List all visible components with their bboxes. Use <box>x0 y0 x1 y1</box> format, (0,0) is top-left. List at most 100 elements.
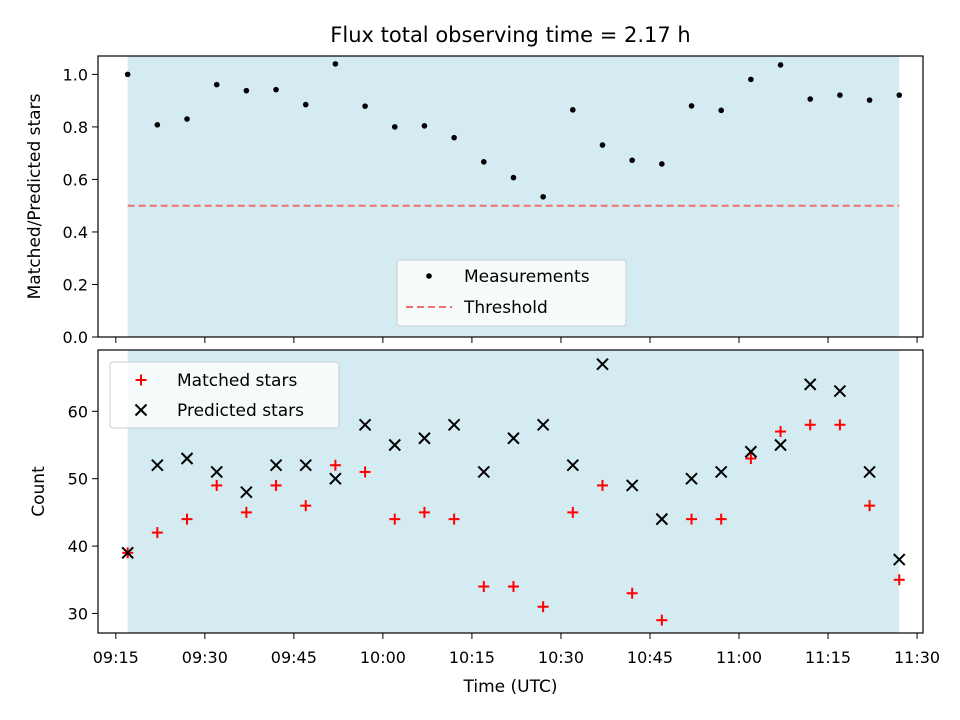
predicted-star-point <box>714 465 728 479</box>
matched-star-point <box>211 479 223 491</box>
matched-star-point <box>745 452 757 464</box>
count-points <box>121 357 906 626</box>
count-panel: 30 40 50 60 09:15 09:30 09:45 10:00 10:15 10:30 1… <box>29 349 940 697</box>
matched-legend-plus <box>135 374 147 386</box>
matched-star-point <box>804 419 816 431</box>
count-legend-box <box>109 361 340 429</box>
count-y-tick-label: 30 <box>68 604 88 623</box>
ratio-y-tick-label: 0.4 <box>63 223 88 242</box>
predicted-star-point <box>596 357 609 371</box>
predicted-star-point <box>447 418 461 431</box>
time-x-tick-label: 10:15 <box>449 648 495 667</box>
measurement-point <box>837 92 843 98</box>
measurement-point <box>540 193 546 200</box>
measurement-point <box>659 161 665 167</box>
predicted-star-point <box>210 465 223 479</box>
matched-star-point <box>181 513 193 525</box>
measurement-point <box>451 134 457 141</box>
time-x-tick-label: 09:30 <box>182 648 228 667</box>
predicted-star-point <box>329 472 342 485</box>
predicted-star-point <box>893 553 906 566</box>
predicted-star-point <box>269 459 283 472</box>
predicted-legend-cross <box>134 403 148 417</box>
matched-star-point <box>448 513 460 525</box>
predicted-star-point <box>744 445 758 458</box>
matched-star-point <box>537 601 549 613</box>
matched-legend-marker <box>135 374 147 386</box>
count-legend: Matched stars Predicted stars <box>109 361 340 429</box>
predicted-star-point <box>418 432 431 445</box>
count-y-tick-label: 40 <box>68 537 88 556</box>
predicted-star-point <box>151 459 164 472</box>
predicted-star-point <box>121 546 134 560</box>
count-y-tick-label: 60 <box>68 402 88 421</box>
measurement-point <box>302 101 309 108</box>
predicted-legend-label: Predicted stars <box>177 401 304 421</box>
predicted-star-point <box>240 485 253 499</box>
measurement-point <box>807 96 814 102</box>
measurement-point <box>866 97 873 103</box>
predicted-star-point <box>507 432 520 445</box>
ratio-y-tick-label: 0.8 <box>63 118 88 137</box>
ratio-panel-frame <box>97 55 924 338</box>
predicted-star-point <box>863 465 876 479</box>
time-x-ticks: 09:15 09:30 09:45 10:00 10:15 10:30 10:45 11:00… <box>93 633 940 667</box>
matched-star-point <box>775 426 787 438</box>
measurements-legend-marker <box>426 273 432 279</box>
measurement-point <box>362 103 368 109</box>
time-x-tick-label: 10:00 <box>360 648 406 667</box>
matched-legend-label: Matched stars <box>177 371 297 391</box>
ratio-x-ticks <box>115 337 918 343</box>
matched-star-point <box>893 574 905 586</box>
ratio-legend-box <box>396 259 627 327</box>
count-y-tick-label: 50 <box>68 470 88 489</box>
ratio-y-tick-label: 0.0 <box>63 328 88 347</box>
time-x-tick-label: 11:15 <box>805 648 851 667</box>
predicted-star-point <box>566 459 580 472</box>
measurement-point <box>748 76 754 83</box>
matched-star-point <box>359 466 371 478</box>
predicted-star-point <box>774 438 787 452</box>
predicted-star-point <box>536 418 550 431</box>
count-y-ticks: 30 40 50 60 <box>68 402 98 623</box>
time-x-tick-label: 11:00 <box>716 648 762 667</box>
matched-star-point <box>864 500 876 512</box>
measurement-point <box>599 142 606 148</box>
measurement-point <box>184 116 190 122</box>
matched-star-point <box>151 527 163 539</box>
count-panel-frame <box>97 349 924 634</box>
matched-star-point <box>507 581 519 593</box>
matched-star-point <box>389 513 401 525</box>
matched-star-point <box>270 479 282 491</box>
predicted-star-point <box>180 452 194 465</box>
count-y-axis-label: Count <box>29 466 49 517</box>
measurements-legend-label: Measurements <box>464 267 590 287</box>
measurement-point <box>629 157 635 164</box>
matched-star-point <box>834 419 846 431</box>
ratio-y-tick-label: 0.2 <box>63 275 88 294</box>
predicted-star-point <box>833 384 847 398</box>
ratio-panel: 0.0 0.2 0.4 0.6 0.8 1.0 Flux total observing … <box>25 23 924 347</box>
predicted-star-point <box>625 479 639 492</box>
predicted-star-point <box>299 459 312 472</box>
time-x-tick-label: 09:45 <box>271 648 317 667</box>
matched-star-point <box>418 506 430 518</box>
time-x-axis-label: Time (UTC) <box>463 677 558 697</box>
measurement-point <box>391 124 398 130</box>
ratio-y-tick-label: 1.0 <box>63 65 88 84</box>
time-x-tick-label: 11:30 <box>894 648 940 667</box>
matched-star-point <box>626 587 638 599</box>
measurement-point <box>718 107 725 114</box>
predicted-star-point <box>655 512 669 526</box>
measurement-point <box>480 159 487 165</box>
predicted-star-point <box>388 438 401 452</box>
predicted-star-point <box>804 378 817 391</box>
measurement-point <box>570 107 576 113</box>
matched-star-point <box>567 506 579 518</box>
measurement-point <box>896 92 903 98</box>
predicted-star-point <box>358 418 372 431</box>
matched-star-point <box>240 506 252 518</box>
matched-star-point <box>656 614 668 626</box>
time-x-tick-label: 10:30 <box>538 648 584 667</box>
